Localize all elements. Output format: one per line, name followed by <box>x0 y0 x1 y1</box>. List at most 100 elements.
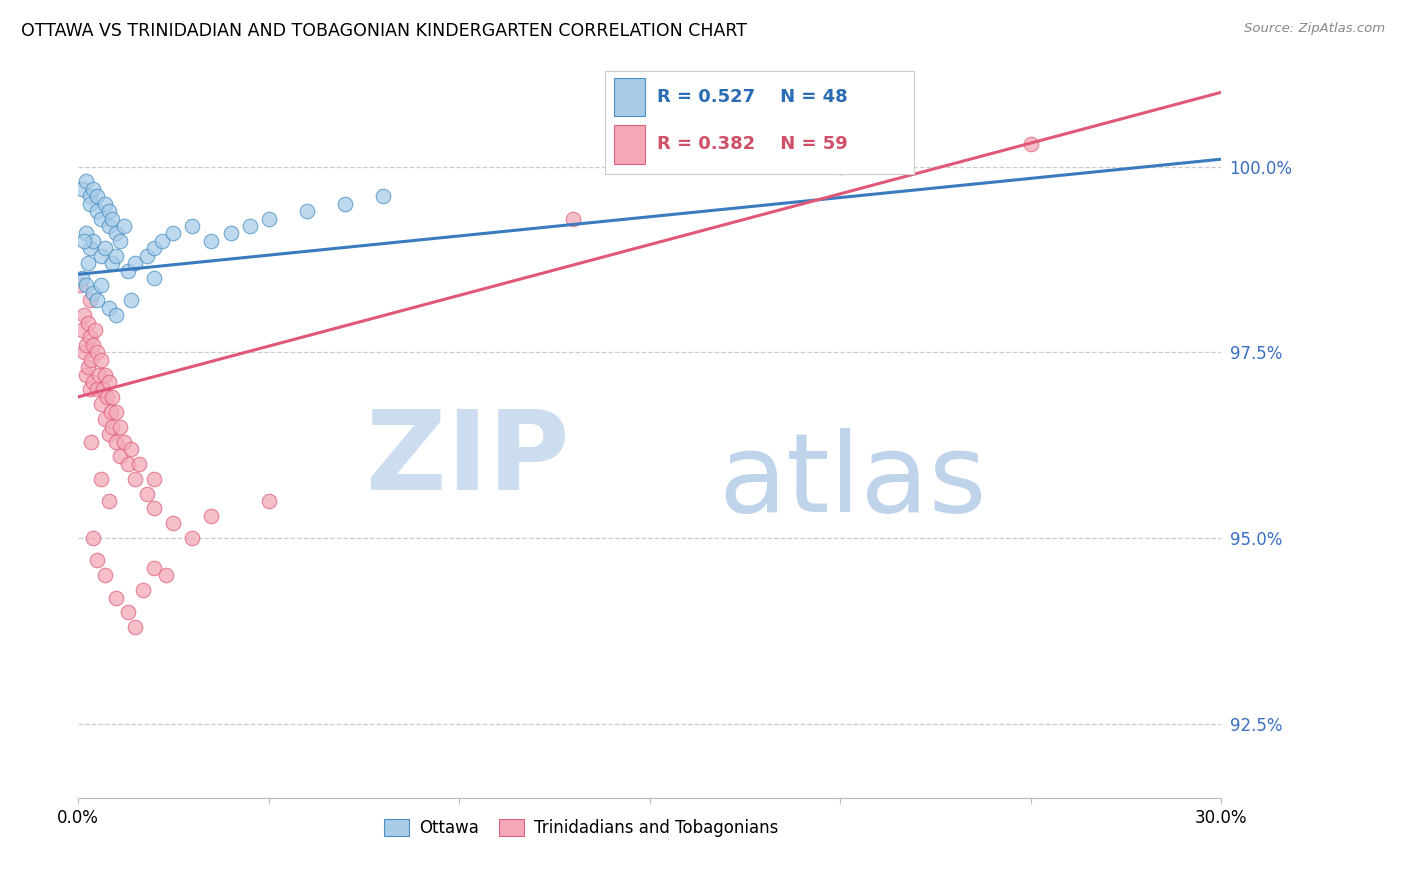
Point <box>295 204 318 219</box>
Point <box>200 234 222 248</box>
Point <box>90 278 112 293</box>
Point <box>69 278 91 293</box>
Point <box>79 189 101 203</box>
Point <box>80 434 103 449</box>
Point <box>333 196 356 211</box>
Point <box>82 285 104 300</box>
Point <box>90 352 112 367</box>
Text: R = 0.382    N = 59: R = 0.382 N = 59 <box>657 136 848 153</box>
Point <box>75 368 97 382</box>
Point <box>73 234 96 248</box>
Text: ZIP: ZIP <box>367 406 569 513</box>
Point <box>82 531 104 545</box>
Point <box>75 278 97 293</box>
Point <box>105 308 128 322</box>
Point <box>70 271 93 285</box>
Point <box>79 383 101 397</box>
Point <box>94 568 117 582</box>
Point <box>124 620 146 634</box>
Point <box>73 345 96 359</box>
Point <box>86 383 108 397</box>
Point <box>108 419 131 434</box>
Point <box>97 494 120 508</box>
FancyBboxPatch shape <box>614 125 645 163</box>
Point <box>101 256 124 270</box>
Point <box>73 308 96 322</box>
Point <box>143 241 166 255</box>
Point <box>82 234 104 248</box>
Point <box>97 219 120 233</box>
Point <box>143 472 166 486</box>
Point <box>70 323 93 337</box>
Point <box>82 375 104 389</box>
Legend: Ottawa, Trinidadians and Tobagonians: Ottawa, Trinidadians and Tobagonians <box>377 813 785 844</box>
Point <box>90 211 112 226</box>
Point <box>257 494 280 508</box>
Point <box>371 189 394 203</box>
Point <box>97 427 120 442</box>
Point <box>117 457 139 471</box>
Point <box>97 301 120 315</box>
Point <box>101 390 124 404</box>
Point <box>132 583 155 598</box>
Point <box>124 472 146 486</box>
Point <box>162 227 184 241</box>
Point <box>97 375 120 389</box>
Point <box>94 368 117 382</box>
Point <box>219 227 242 241</box>
Point <box>143 271 166 285</box>
Point <box>96 390 118 404</box>
Point <box>155 568 177 582</box>
Point <box>112 434 135 449</box>
Point <box>181 219 204 233</box>
Point <box>76 360 98 375</box>
Point <box>90 397 112 411</box>
Point <box>105 227 128 241</box>
Point <box>121 293 143 308</box>
Point <box>82 182 104 196</box>
Point <box>80 352 103 367</box>
Text: R = 0.527    N = 48: R = 0.527 N = 48 <box>657 88 848 106</box>
Point <box>79 330 101 344</box>
Point <box>79 196 101 211</box>
Point <box>70 182 93 196</box>
Point <box>108 234 131 248</box>
Point <box>79 293 101 308</box>
Point <box>76 316 98 330</box>
Point <box>150 234 173 248</box>
Point <box>94 412 117 426</box>
Point <box>76 256 98 270</box>
Point <box>84 323 107 337</box>
Point <box>75 338 97 352</box>
Point <box>257 211 280 226</box>
Point <box>117 263 139 277</box>
Point <box>239 219 262 233</box>
Point <box>162 516 184 531</box>
Point <box>94 196 117 211</box>
Point <box>830 160 852 174</box>
Point <box>91 383 114 397</box>
Point <box>100 405 122 419</box>
Point <box>86 204 108 219</box>
Point <box>86 553 108 567</box>
Point <box>181 531 204 545</box>
Point <box>143 561 166 575</box>
Point <box>105 434 128 449</box>
Point <box>121 442 143 456</box>
Point <box>75 174 97 188</box>
Point <box>108 450 131 464</box>
Point <box>124 256 146 270</box>
Point <box>86 345 108 359</box>
Point <box>90 249 112 263</box>
Point <box>1019 137 1042 152</box>
Point <box>82 338 104 352</box>
Point <box>117 606 139 620</box>
Point <box>135 249 157 263</box>
Point <box>200 508 222 523</box>
Point <box>128 457 150 471</box>
Point <box>105 591 128 605</box>
Point <box>90 472 112 486</box>
Point <box>112 219 135 233</box>
Point <box>105 405 128 419</box>
Point <box>143 501 166 516</box>
